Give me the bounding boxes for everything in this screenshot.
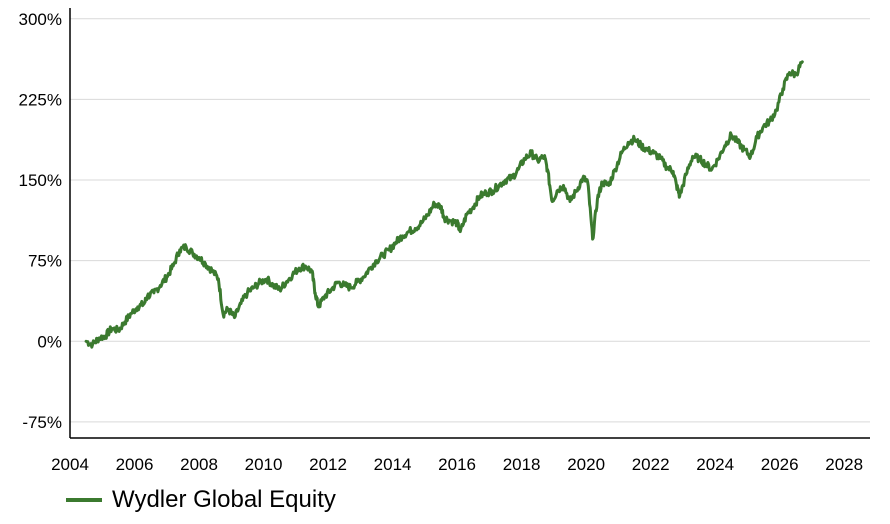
legend-swatch xyxy=(66,498,102,502)
y-tick-label: 225% xyxy=(19,90,62,109)
y-tick-label: 0% xyxy=(37,332,62,351)
gridlines xyxy=(70,18,870,423)
legend-label: Wydler Global Equity xyxy=(112,486,336,513)
axes xyxy=(69,8,870,439)
legend: Wydler Global Equity xyxy=(66,486,336,514)
y-tick-label: -75% xyxy=(22,413,62,432)
x-tick-label: 2022 xyxy=(632,455,670,474)
x-tick-label: 2028 xyxy=(825,455,863,474)
series-line xyxy=(84,60,804,349)
x-tick-label: 2014 xyxy=(374,455,412,474)
line-chart: 300% 225% 150% 75% 0% -75% 2004 2006 2008 2010 201… xyxy=(19,8,870,474)
x-tick-label: 2020 xyxy=(567,455,605,474)
x-tick-label: 2004 xyxy=(51,455,89,474)
y-tick-label: 300% xyxy=(19,10,62,29)
tick-labels: 300% 225% 150% 75% 0% -75% 2004 2006 2008 2010 201… xyxy=(19,10,864,474)
y-tick-label: 150% xyxy=(19,171,62,190)
x-tick-label: 2018 xyxy=(503,455,541,474)
series-layer xyxy=(84,60,804,349)
y-tick-label: 75% xyxy=(28,252,62,271)
x-tick-label: 2008 xyxy=(180,455,218,474)
x-tick-label: 2024 xyxy=(696,455,734,474)
x-tick-label: 2012 xyxy=(309,455,347,474)
x-tick-label: 2010 xyxy=(245,455,283,474)
x-tick-label: 2016 xyxy=(438,455,476,474)
x-tick-label: 2006 xyxy=(116,455,154,474)
x-tick-label: 2026 xyxy=(761,455,799,474)
